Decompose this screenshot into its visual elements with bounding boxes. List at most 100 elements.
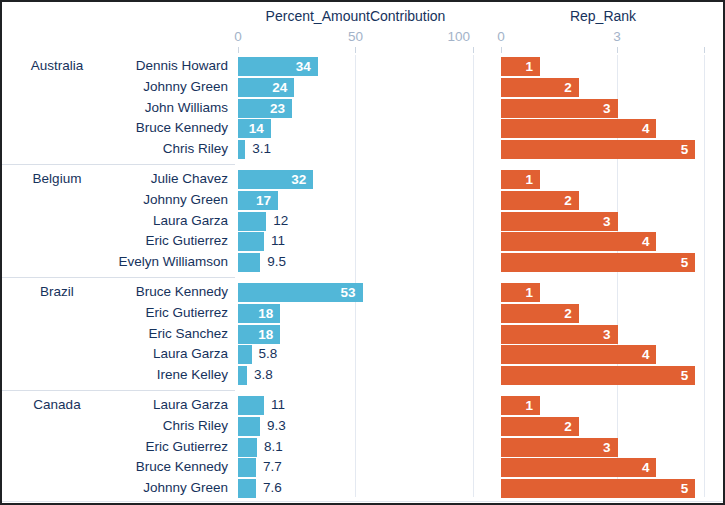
rep-name-label: Eric Gutierrez: [112, 303, 238, 324]
rank-bar[interactable]: 4: [501, 119, 656, 138]
percent-bar[interactable]: 23: [238, 99, 292, 118]
percent-value-label: 5.8: [259, 344, 278, 365]
tick-mark: [355, 47, 356, 53]
percent-bar[interactable]: [238, 396, 264, 415]
chart-gap: [473, 139, 501, 160]
rank-value-label: 2: [501, 304, 579, 323]
percent-value-label: [238, 438, 257, 457]
rank-bar[interactable]: 1: [501, 170, 540, 189]
rank-bar[interactable]: 3: [501, 325, 618, 344]
percent-bar[interactable]: 18: [238, 325, 280, 344]
rank-bar[interactable]: 4: [501, 232, 656, 251]
rep-row: Bruce Kennedy 14 4: [2, 118, 723, 139]
percent-bar[interactable]: [238, 366, 247, 385]
tick-mark: [704, 47, 705, 53]
rank-bar[interactable]: 5: [501, 366, 695, 385]
tick-mark: [501, 47, 502, 53]
rep-name-label: John Williams: [112, 98, 238, 119]
rank-bar[interactable]: 4: [501, 458, 656, 477]
country-label: [2, 231, 112, 252]
percent-bar-cell: 18: [238, 324, 473, 345]
percent-bar[interactable]: 18: [238, 304, 280, 323]
chart-gap: [473, 211, 501, 232]
country-label: [2, 77, 112, 98]
chart-gap: [473, 169, 501, 190]
rank-bar[interactable]: 1: [501, 396, 540, 415]
percent-bar[interactable]: [238, 253, 260, 272]
percent-bar[interactable]: [238, 479, 256, 498]
chart-panel: Percent_AmountContribution Rep_Rank 0 50…: [0, 0, 725, 505]
percent-bar[interactable]: [238, 345, 252, 364]
percent-bar[interactable]: 14: [238, 119, 271, 138]
rank-bar[interactable]: 1: [501, 57, 540, 76]
group-divider: [2, 160, 723, 169]
rank-value-label: 3: [501, 325, 618, 344]
percent-bar[interactable]: 53: [238, 283, 363, 302]
percent-axis-tick-50: 50: [340, 29, 371, 45]
rank-bar[interactable]: 3: [501, 212, 618, 231]
chart-gap: [473, 344, 501, 365]
rep-name-label: Eric Sanchez: [112, 324, 238, 345]
rep-row: Johnny Green 17 2: [2, 190, 723, 211]
percent-value-label: 14: [238, 119, 271, 138]
rep-row: Canada Laura Garza 11 1: [2, 395, 723, 416]
rank-axis-tick-0: 0: [491, 29, 511, 45]
percent-value-label: 3.8: [254, 365, 273, 386]
rep-name-label: Laura Garza: [112, 344, 238, 365]
rank-bar-cell: 3: [501, 324, 705, 345]
percent-bar-cell: 17: [238, 190, 473, 211]
rank-bar[interactable]: 2: [501, 304, 579, 323]
percent-bar-cell: 24: [238, 77, 473, 98]
percent-bar-cell: 9.5: [238, 252, 473, 273]
percent-bar[interactable]: [238, 417, 260, 436]
rank-bar[interactable]: 5: [501, 253, 695, 272]
rank-bar[interactable]: 2: [501, 417, 579, 436]
chart-gap: [473, 77, 501, 98]
rank-bar[interactable]: 3: [501, 99, 618, 118]
rep-name-label: Bruce Kennedy: [112, 118, 238, 139]
percent-bar-cell: 23: [238, 98, 473, 119]
rank-bar[interactable]: 2: [501, 78, 579, 97]
percent-value-label: [238, 232, 264, 251]
rank-value-label: 5: [501, 366, 695, 385]
percent-bar[interactable]: [238, 232, 264, 251]
rank-bar[interactable]: 5: [501, 479, 695, 498]
rank-bar-cell: 4: [501, 457, 705, 478]
percent-bar[interactable]: 32: [238, 170, 313, 189]
percent-bar[interactable]: [238, 458, 256, 477]
rank-bar[interactable]: 5: [501, 140, 695, 159]
percent-value-label: [238, 396, 264, 415]
rank-bar[interactable]: 4: [501, 345, 656, 364]
rep-name-label: Eric Gutierrez: [112, 437, 238, 458]
rep-name-label: Johnny Green: [112, 77, 238, 98]
chart-rows: Australia Dennis Howard 34 1 Johnny Gree…: [2, 56, 723, 503]
rank-bar-cell: 1: [501, 395, 705, 416]
rep-row: Eric Gutierrez 8.1 3: [2, 437, 723, 458]
percent-bar[interactable]: 17: [238, 191, 278, 210]
rank-bar[interactable]: 3: [501, 438, 618, 457]
percent-value-label: 53: [238, 283, 363, 302]
rank-value-label: 4: [501, 119, 656, 138]
country-label: [2, 211, 112, 232]
percent-bar[interactable]: [238, 438, 257, 457]
country-label: [2, 324, 112, 345]
percent-chart-title: Percent_AmountContribution: [238, 8, 473, 26]
percent-value-label: [238, 253, 260, 272]
rep-name-label: Johnny Green: [112, 478, 238, 499]
percent-bar[interactable]: [238, 212, 266, 231]
rank-bar[interactable]: 2: [501, 191, 579, 210]
percent-value-label: 8.1: [264, 437, 283, 458]
plot-bottom-line: [2, 499, 723, 503]
rank-bar-cell: 5: [501, 478, 705, 499]
percent-bar[interactable]: 34: [238, 57, 318, 76]
rank-bar[interactable]: 1: [501, 283, 540, 302]
percent-value-label: [238, 212, 266, 231]
country-label: [2, 98, 112, 119]
percent-value-label: 11: [271, 231, 285, 252]
percent-value-label: 18: [238, 304, 280, 323]
percent-value-label: 23: [238, 99, 292, 118]
percent-bar[interactable]: [238, 140, 245, 159]
country-label: [2, 190, 112, 211]
percent-bar[interactable]: 24: [238, 78, 294, 97]
rank-value-label: 2: [501, 191, 579, 210]
